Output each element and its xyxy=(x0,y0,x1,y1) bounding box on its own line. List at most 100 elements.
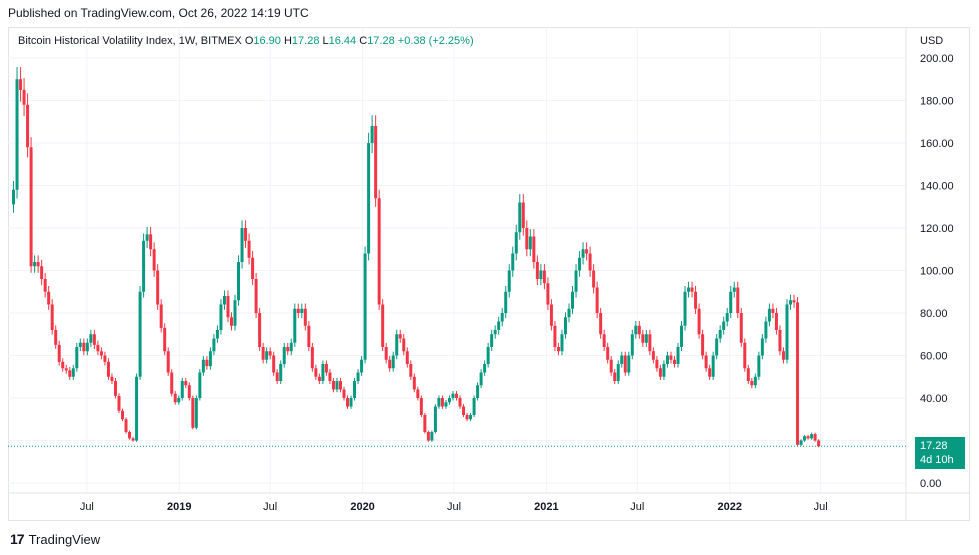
candle[interactable] xyxy=(50,299,54,335)
candle[interactable] xyxy=(128,430,132,440)
candle[interactable] xyxy=(363,246,367,364)
candle[interactable] xyxy=(409,360,413,380)
candle[interactable] xyxy=(458,395,462,409)
candle[interactable] xyxy=(391,351,395,372)
candle[interactable] xyxy=(184,377,188,389)
candle[interactable] xyxy=(233,294,237,331)
candle[interactable] xyxy=(655,356,659,372)
candle[interactable] xyxy=(697,303,701,339)
candle[interactable] xyxy=(279,360,283,385)
candle[interactable] xyxy=(760,334,764,360)
candle[interactable] xyxy=(145,226,149,249)
candle[interactable] xyxy=(398,329,402,343)
candle[interactable] xyxy=(374,115,378,207)
candle[interactable] xyxy=(317,373,321,385)
candle[interactable] xyxy=(349,395,353,409)
candle[interactable] xyxy=(426,430,430,442)
candle[interactable] xyxy=(307,321,311,352)
candle[interactable] xyxy=(739,307,743,347)
candle[interactable] xyxy=(180,377,184,401)
candle[interactable] xyxy=(75,342,79,372)
candle[interactable] xyxy=(78,338,82,352)
candle[interactable] xyxy=(324,360,328,376)
candle[interactable] xyxy=(549,299,553,331)
candle[interactable] xyxy=(462,404,466,418)
candle[interactable] xyxy=(314,364,318,380)
candle[interactable] xyxy=(149,226,153,257)
candle[interactable] xyxy=(187,382,191,401)
candle[interactable] xyxy=(170,369,174,397)
candle[interactable] xyxy=(539,264,543,286)
candle[interactable] xyxy=(623,351,627,376)
candle[interactable] xyxy=(244,220,248,249)
candle[interactable] xyxy=(497,316,501,335)
candle[interactable] xyxy=(275,369,279,385)
candle[interactable] xyxy=(110,373,114,385)
candle[interactable] xyxy=(360,356,364,376)
candle[interactable] xyxy=(560,329,564,356)
candle[interactable] xyxy=(813,432,817,442)
candle[interactable] xyxy=(764,316,768,343)
candle[interactable] xyxy=(416,386,420,401)
candle[interactable] xyxy=(177,395,181,405)
candle[interactable] xyxy=(395,329,399,360)
candle[interactable] xyxy=(585,242,589,261)
candle[interactable] xyxy=(599,307,603,339)
candle[interactable] xyxy=(504,286,508,319)
candle[interactable] xyxy=(662,360,666,380)
candle[interactable] xyxy=(774,307,778,335)
candle[interactable] xyxy=(483,360,487,376)
candle[interactable] xyxy=(142,233,146,298)
candle[interactable] xyxy=(377,189,381,310)
candle[interactable] xyxy=(620,351,624,368)
candle[interactable] xyxy=(106,358,110,380)
candle[interactable] xyxy=(609,356,613,376)
candle[interactable] xyxy=(447,395,451,405)
candle[interactable] xyxy=(43,272,47,298)
candle[interactable] xyxy=(289,338,293,356)
candle[interactable] xyxy=(152,242,156,277)
candle[interactable] xyxy=(198,369,202,401)
candle[interactable] xyxy=(240,220,244,269)
candle[interactable] xyxy=(651,347,655,364)
candle[interactable] xyxy=(444,399,448,409)
candle[interactable] xyxy=(676,342,680,368)
candle[interactable] xyxy=(683,286,687,331)
candle[interactable] xyxy=(64,364,68,374)
candle[interactable] xyxy=(806,434,810,440)
candle[interactable] xyxy=(36,255,40,273)
candle[interactable] xyxy=(335,377,339,393)
candle[interactable] xyxy=(578,250,582,277)
candle[interactable] xyxy=(191,395,195,430)
candle[interactable] xyxy=(89,329,93,347)
candle[interactable] xyxy=(353,377,357,401)
candle[interactable] xyxy=(29,137,33,273)
candle[interactable] xyxy=(715,334,719,360)
candle[interactable] xyxy=(331,377,335,393)
candle[interactable] xyxy=(201,356,205,376)
candle[interactable] xyxy=(455,391,459,401)
candle[interactable] xyxy=(135,373,139,442)
candle[interactable] xyxy=(433,404,437,434)
candle[interactable] xyxy=(405,347,409,368)
candle[interactable] xyxy=(205,356,209,370)
candle[interactable] xyxy=(613,369,617,385)
candle[interactable] xyxy=(430,430,434,442)
candle[interactable] xyxy=(630,329,634,360)
candle[interactable] xyxy=(310,342,314,372)
candle[interactable] xyxy=(518,194,522,240)
candle[interactable] xyxy=(521,194,525,236)
candle[interactable] xyxy=(258,307,262,352)
candle[interactable] xyxy=(293,303,297,347)
tradingview-brand[interactable]: 17 TradingView xyxy=(10,531,100,547)
candle[interactable] xyxy=(743,338,747,372)
candle[interactable] xyxy=(469,412,473,422)
candle[interactable] xyxy=(159,299,163,333)
candle[interactable] xyxy=(736,281,740,319)
candle[interactable] xyxy=(247,233,251,265)
candle[interactable] xyxy=(71,364,75,380)
candle[interactable] xyxy=(665,351,669,368)
candle[interactable] xyxy=(616,360,620,385)
candle[interactable] xyxy=(658,364,662,380)
candle[interactable] xyxy=(121,408,125,422)
